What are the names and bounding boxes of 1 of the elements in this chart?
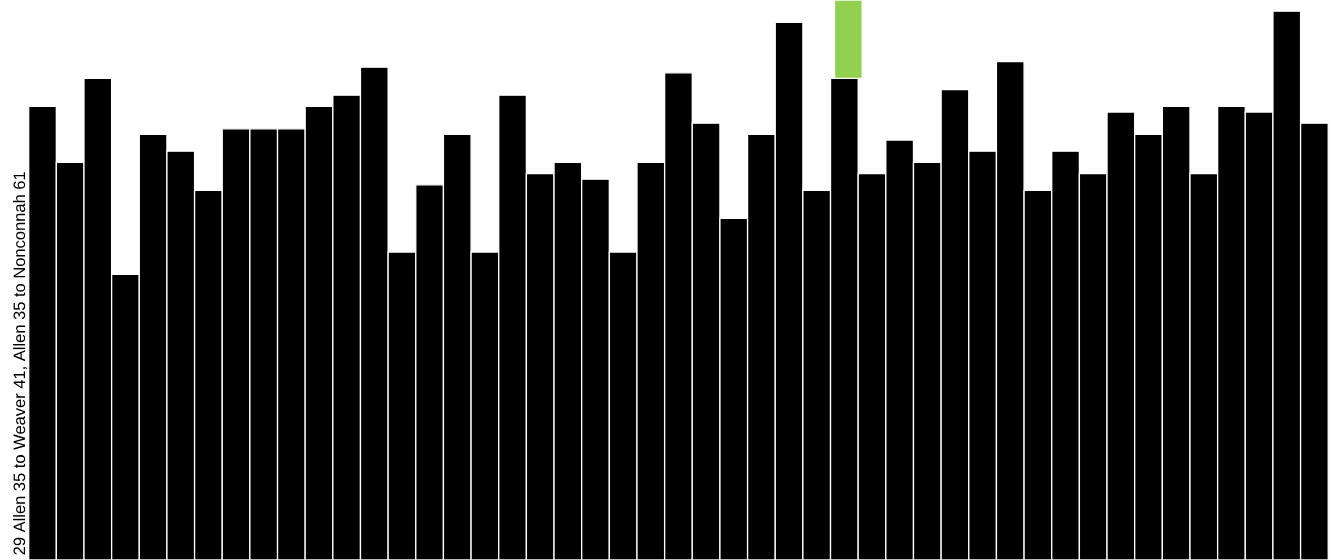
- y-axis-title: 29 Allen 35 to Weaver 41, Allen 35 to Nonconnah 61: [13, 172, 28, 555]
